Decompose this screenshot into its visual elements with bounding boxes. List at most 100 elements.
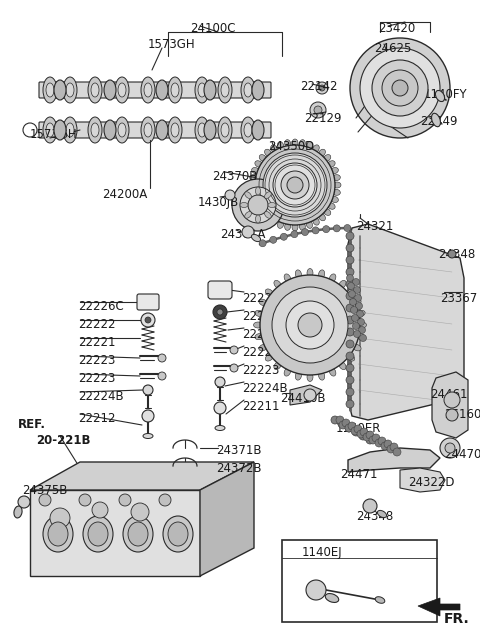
Polygon shape <box>432 372 468 438</box>
Circle shape <box>348 422 356 430</box>
Ellipse shape <box>324 155 331 162</box>
Ellipse shape <box>143 434 153 438</box>
Circle shape <box>158 354 166 362</box>
Circle shape <box>359 326 365 333</box>
Ellipse shape <box>375 597 385 604</box>
Circle shape <box>230 346 238 354</box>
Ellipse shape <box>204 120 216 140</box>
Ellipse shape <box>115 117 129 143</box>
Ellipse shape <box>88 117 102 143</box>
Text: 24350D: 24350D <box>268 140 314 153</box>
Circle shape <box>286 301 334 349</box>
Ellipse shape <box>104 120 116 140</box>
Circle shape <box>346 340 354 348</box>
Circle shape <box>301 228 309 235</box>
Ellipse shape <box>319 214 325 221</box>
Circle shape <box>356 303 362 310</box>
Ellipse shape <box>66 123 74 137</box>
Text: 22223: 22223 <box>78 354 115 367</box>
Circle shape <box>346 292 354 300</box>
Ellipse shape <box>252 235 261 242</box>
Circle shape <box>215 377 225 387</box>
Ellipse shape <box>195 77 209 103</box>
Ellipse shape <box>295 270 301 279</box>
Ellipse shape <box>252 80 264 100</box>
Circle shape <box>346 232 354 240</box>
Ellipse shape <box>88 522 108 546</box>
Ellipse shape <box>325 593 339 602</box>
Circle shape <box>348 291 356 298</box>
Circle shape <box>345 424 353 432</box>
Polygon shape <box>30 462 254 490</box>
Ellipse shape <box>255 333 264 340</box>
Circle shape <box>355 294 361 301</box>
Ellipse shape <box>264 212 271 218</box>
Circle shape <box>347 275 353 282</box>
Circle shape <box>384 440 392 448</box>
Circle shape <box>225 190 235 200</box>
Ellipse shape <box>168 522 188 546</box>
Circle shape <box>310 102 326 118</box>
Circle shape <box>131 503 149 521</box>
Ellipse shape <box>118 123 126 137</box>
Circle shape <box>352 428 360 436</box>
Circle shape <box>145 317 151 323</box>
Ellipse shape <box>324 209 331 216</box>
Ellipse shape <box>63 117 77 143</box>
Circle shape <box>230 364 238 372</box>
Polygon shape <box>200 462 254 576</box>
Polygon shape <box>400 468 445 492</box>
Circle shape <box>346 256 354 264</box>
Circle shape <box>346 400 354 408</box>
Ellipse shape <box>268 202 276 207</box>
Ellipse shape <box>115 77 129 103</box>
Ellipse shape <box>259 299 267 306</box>
Circle shape <box>272 287 348 363</box>
Circle shape <box>344 225 351 232</box>
Text: 24625: 24625 <box>374 42 411 55</box>
Circle shape <box>393 448 401 456</box>
Ellipse shape <box>244 83 252 97</box>
Circle shape <box>360 428 368 436</box>
Ellipse shape <box>43 516 73 552</box>
Ellipse shape <box>253 322 263 328</box>
Text: 24322D: 24322D <box>408 476 455 489</box>
Ellipse shape <box>46 123 54 137</box>
Circle shape <box>345 424 353 432</box>
Ellipse shape <box>292 139 298 147</box>
Text: 22226C: 22226C <box>242 292 288 305</box>
Ellipse shape <box>329 274 336 282</box>
Text: 22223: 22223 <box>242 364 279 377</box>
Circle shape <box>349 298 357 305</box>
Ellipse shape <box>307 268 313 277</box>
Circle shape <box>445 443 455 453</box>
Text: 22221: 22221 <box>242 328 279 341</box>
Ellipse shape <box>331 167 338 174</box>
Circle shape <box>281 171 309 199</box>
Circle shape <box>387 445 395 453</box>
Ellipse shape <box>252 167 259 174</box>
Circle shape <box>381 442 389 450</box>
Polygon shape <box>290 385 322 405</box>
Ellipse shape <box>46 83 54 97</box>
Text: FR.: FR. <box>444 612 470 626</box>
Ellipse shape <box>306 221 312 228</box>
Text: 1430JB: 1430JB <box>198 196 239 209</box>
Ellipse shape <box>252 120 264 140</box>
Ellipse shape <box>128 522 148 546</box>
Circle shape <box>351 314 359 322</box>
Ellipse shape <box>218 77 232 103</box>
Circle shape <box>346 280 354 288</box>
Ellipse shape <box>274 362 281 370</box>
Text: 22142: 22142 <box>300 80 337 93</box>
Text: 24321: 24321 <box>356 220 394 233</box>
FancyBboxPatch shape <box>208 281 232 299</box>
Ellipse shape <box>264 192 271 198</box>
Ellipse shape <box>259 209 266 216</box>
Text: 24461: 24461 <box>430 388 468 401</box>
Ellipse shape <box>43 117 57 143</box>
Circle shape <box>213 305 227 319</box>
Circle shape <box>159 494 171 506</box>
Ellipse shape <box>255 215 261 223</box>
Text: 24100C: 24100C <box>190 22 236 35</box>
